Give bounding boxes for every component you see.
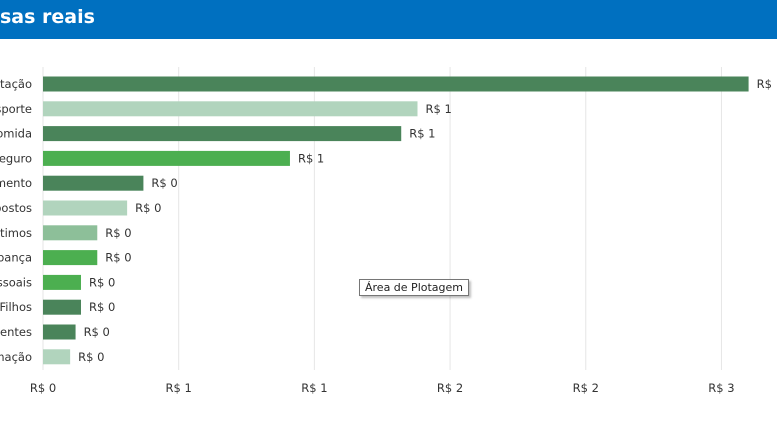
bar-1[interactable]	[43, 101, 418, 117]
x-tick-label-0: R$ 0	[30, 381, 56, 395]
value-label-9: R$ 0	[89, 300, 115, 314]
grid-lines	[42, 67, 722, 370]
category-label-9: Filhos	[0, 300, 32, 314]
bar-11[interactable]	[43, 349, 71, 365]
bar-2[interactable]	[43, 126, 402, 142]
category-label-1: sporte	[0, 102, 32, 116]
value-label-0: R$	[757, 77, 772, 91]
category-label-5: postos	[0, 201, 32, 215]
value-label-11: R$ 0	[78, 350, 104, 364]
category-label-10: centes	[0, 325, 32, 339]
bar-4[interactable]	[43, 175, 144, 191]
category-label-3: eguro	[0, 151, 32, 165]
bar-9[interactable]	[43, 299, 81, 315]
category-label-7: pança	[0, 251, 32, 265]
x-tick-label-2: R$ 1	[301, 381, 327, 395]
x-tick-label-1: R$ 1	[166, 381, 192, 395]
value-label-7: R$ 0	[105, 251, 131, 265]
bar-8[interactable]	[43, 274, 81, 290]
chart-title: sas reais	[0, 6, 95, 28]
value-labels: R$ R$ 1 R$ 1 R$ 1 R$ 0 R$ 0 R$ 0 R$ 0 R$ 0 R$ 0 R$…	[78, 77, 772, 364]
value-label-5: R$ 0	[135, 201, 161, 215]
value-label-10: R$ 0	[84, 325, 110, 339]
bar-7[interactable]	[43, 250, 98, 266]
x-tick-label-5: R$ 3	[708, 381, 734, 395]
bars	[43, 76, 749, 365]
x-axis-tick-labels: R$ 0 R$ 1 R$ 1 R$ 2 R$ 2 R$ 3	[30, 381, 735, 395]
x-tick-label-3: R$ 2	[437, 381, 463, 395]
x-tick-label-4: R$ 2	[573, 381, 599, 395]
value-label-3: R$ 1	[298, 151, 324, 165]
value-label-6: R$ 0	[105, 226, 131, 240]
bar-0[interactable]	[43, 76, 749, 92]
category-label-2: omida	[0, 127, 32, 141]
bar-5[interactable]	[43, 200, 128, 216]
category-label-11: mação	[0, 350, 32, 364]
bar-10[interactable]	[43, 324, 76, 340]
value-label-1: R$ 1	[426, 102, 452, 116]
category-label-8: ssoais	[0, 275, 32, 289]
category-label-0: itação	[0, 77, 32, 91]
plot-area-tooltip: Área de Plotagem	[359, 279, 469, 296]
category-label-4: mento	[0, 176, 32, 190]
bar-6[interactable]	[43, 225, 98, 241]
chart-title-bar: sas reais	[0, 0, 777, 39]
bar-3[interactable]	[43, 150, 290, 166]
value-label-4: R$ 0	[151, 176, 177, 190]
value-label-8: R$ 0	[89, 275, 115, 289]
value-label-2: R$ 1	[409, 127, 435, 141]
